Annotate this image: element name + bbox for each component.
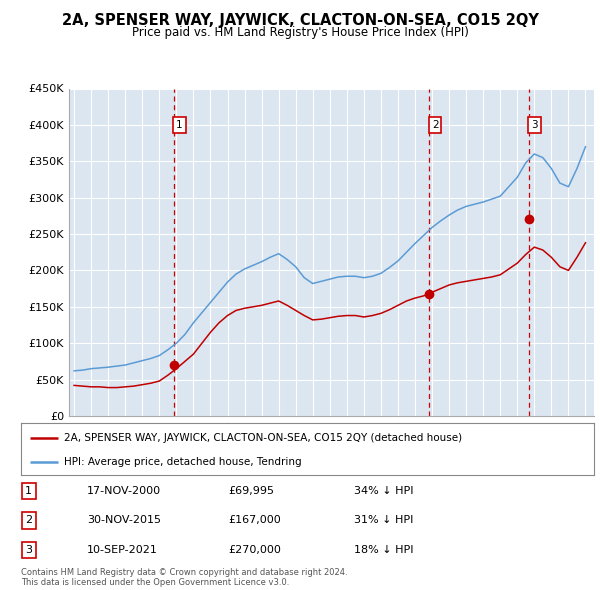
Text: 1: 1 xyxy=(25,486,32,496)
Text: £270,000: £270,000 xyxy=(228,545,281,555)
Text: 2A, SPENSER WAY, JAYWICK, CLACTON-ON-SEA, CO15 2QY: 2A, SPENSER WAY, JAYWICK, CLACTON-ON-SEA… xyxy=(62,13,538,28)
Text: 10-SEP-2021: 10-SEP-2021 xyxy=(87,545,158,555)
Text: 3: 3 xyxy=(25,545,32,555)
Text: £167,000: £167,000 xyxy=(228,516,281,525)
Text: 2: 2 xyxy=(25,516,32,525)
Text: 18% ↓ HPI: 18% ↓ HPI xyxy=(354,545,413,555)
Text: Price paid vs. HM Land Registry's House Price Index (HPI): Price paid vs. HM Land Registry's House … xyxy=(131,26,469,39)
Text: 3: 3 xyxy=(531,120,538,130)
Text: Contains HM Land Registry data © Crown copyright and database right 2024.
This d: Contains HM Land Registry data © Crown c… xyxy=(21,568,347,587)
Text: £69,995: £69,995 xyxy=(228,486,274,496)
Text: 2: 2 xyxy=(432,120,439,130)
Text: 1: 1 xyxy=(176,120,183,130)
Text: 30-NOV-2015: 30-NOV-2015 xyxy=(87,516,161,525)
Text: 2A, SPENSER WAY, JAYWICK, CLACTON-ON-SEA, CO15 2QY (detached house): 2A, SPENSER WAY, JAYWICK, CLACTON-ON-SEA… xyxy=(64,432,462,442)
Text: 31% ↓ HPI: 31% ↓ HPI xyxy=(354,516,413,525)
Text: 17-NOV-2000: 17-NOV-2000 xyxy=(87,486,161,496)
Text: 34% ↓ HPI: 34% ↓ HPI xyxy=(354,486,413,496)
Text: HPI: Average price, detached house, Tendring: HPI: Average price, detached house, Tend… xyxy=(64,457,302,467)
